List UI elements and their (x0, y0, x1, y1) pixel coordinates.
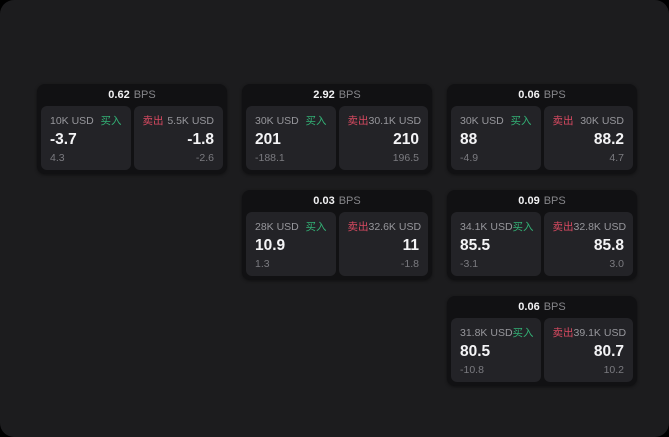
sell-pane[interactable]: 卖出 39.1K USD 80.7 10.2 (543, 318, 633, 382)
buy-amount: 30K USD (255, 115, 299, 127)
buy-value: 80.5 (460, 343, 491, 360)
buy-value: 10.9 (255, 237, 286, 254)
sell-value: 210 (393, 131, 419, 148)
sell-side-label: 卖出 (552, 327, 574, 339)
buy-side-label: 买入 (512, 221, 534, 233)
sell-amount: 39.1K USD (573, 327, 627, 339)
bps-unit: BPS (133, 89, 156, 101)
buy-sell-panes: 10K USD 买入 -3.7 4.3 卖出 5.5K USD -1.8 -2.… (41, 106, 223, 170)
buy-pane[interactable]: 30K USD 买入 201 -188.1 (246, 106, 336, 170)
bps-value: 2.92 (313, 89, 335, 101)
sell-pane[interactable]: 卖出 32.6K USD 11 -1.8 (338, 212, 428, 276)
bps-value: 0.06 (518, 89, 540, 101)
buy-value: -3.7 (50, 131, 77, 148)
buy-amount: 10K USD (50, 115, 94, 127)
sell-delta: 10.2 (603, 364, 624, 376)
buy-amount: 34.1K USD (460, 221, 513, 233)
buy-side-label: 买入 (512, 327, 534, 339)
card-header: 0.03 BPS (246, 190, 428, 212)
buy-delta: 4.3 (50, 152, 65, 164)
buy-amount: 28K USD (255, 221, 299, 233)
sell-value: 88.2 (593, 131, 624, 148)
card-header: 0.09 BPS (451, 190, 633, 212)
buy-delta: -10.8 (460, 364, 484, 376)
buy-value: 201 (255, 131, 281, 148)
buy-pane[interactable]: 10K USD 买入 -3.7 4.3 (41, 106, 131, 170)
sell-delta: -2.6 (195, 152, 214, 164)
card-header: 0.62 BPS (41, 84, 223, 106)
sell-amount: 5.5K USD (167, 115, 214, 127)
spread-card-4[interactable]: 0.03 BPS 28K USD 买入 10.9 1.3 卖出 (242, 190, 432, 280)
sell-value: -1.8 (187, 131, 214, 148)
buy-pane[interactable]: 34.1K USD 买入 85.5 -3.1 (451, 212, 541, 276)
spread-card-6[interactable]: 0.06 BPS 31.8K USD 买入 80.5 -10.8 卖 (447, 296, 637, 386)
spread-card-grid: 0.62 BPS 10K USD 买入 -3.7 4.3 卖出 (37, 84, 637, 386)
bps-value: 0.62 (108, 89, 130, 101)
bps-value: 0.06 (518, 301, 540, 313)
buy-delta: -3.1 (460, 258, 479, 270)
sell-amount: 30K USD (580, 115, 624, 127)
buy-delta: 1.3 (255, 258, 270, 270)
buy-side-label: 买入 (305, 221, 327, 233)
buy-pane[interactable]: 28K USD 买入 10.9 1.3 (246, 212, 336, 276)
sell-pane[interactable]: 卖出 30K USD 88.2 4.7 (543, 106, 633, 170)
sell-pane[interactable]: 卖出 30.1K USD 210 196.5 (338, 106, 428, 170)
buy-sell-panes: 30K USD 买入 201 -188.1 卖出 30.1K USD 210 1… (246, 106, 428, 170)
spread-card-1[interactable]: 0.62 BPS 10K USD 买入 -3.7 4.3 卖出 (37, 84, 227, 174)
buy-value: 85.5 (460, 237, 491, 254)
sell-delta: -1.8 (400, 258, 419, 270)
bps-unit: BPS (543, 301, 566, 313)
sell-delta: 3.0 (609, 258, 624, 270)
buy-sell-panes: 34.1K USD 买入 85.5 -3.1 卖出 32.8K USD 85.8… (451, 212, 633, 276)
sell-amount: 32.8K USD (573, 221, 627, 233)
buy-pane[interactable]: 30K USD 买入 88 -4.9 (451, 106, 541, 170)
buy-value: 88 (460, 131, 478, 148)
buy-pane[interactable]: 31.8K USD 买入 80.5 -10.8 (451, 318, 541, 382)
buy-sell-panes: 30K USD 买入 88 -4.9 卖出 30K USD 88.2 4.7 (451, 106, 633, 170)
buy-delta: -4.9 (460, 152, 479, 164)
sell-side-label: 卖出 (142, 115, 164, 127)
sell-pane[interactable]: 卖出 5.5K USD -1.8 -2.6 (133, 106, 223, 170)
bps-value: 0.03 (313, 195, 335, 207)
buy-sell-panes: 31.8K USD 买入 80.5 -10.8 卖出 39.1K USD 80.… (451, 318, 633, 382)
bps-unit: BPS (543, 195, 566, 207)
spread-card-3[interactable]: 0.06 BPS 30K USD 买入 88 -4.9 卖出 (447, 84, 637, 174)
spread-card-2[interactable]: 2.92 BPS 30K USD 买入 201 -188.1 卖出 (242, 84, 432, 174)
card-header: 0.06 BPS (451, 296, 633, 318)
sell-value: 11 (402, 237, 419, 254)
buy-sell-panes: 28K USD 买入 10.9 1.3 卖出 32.6K USD 11 -1.8 (246, 212, 428, 276)
card-header: 0.06 BPS (451, 84, 633, 106)
sell-delta: 4.7 (609, 152, 624, 164)
sell-amount: 32.6K USD (368, 221, 422, 233)
buy-side-label: 买入 (510, 115, 532, 127)
bps-unit: BPS (338, 195, 361, 207)
sell-value: 85.8 (593, 237, 624, 254)
buy-delta: -188.1 (255, 152, 285, 164)
bps-unit: BPS (338, 89, 361, 101)
buy-side-label: 买入 (305, 115, 327, 127)
buy-amount: 30K USD (460, 115, 504, 127)
sell-amount: 30.1K USD (368, 115, 422, 127)
card-header: 2.92 BPS (246, 84, 428, 106)
sell-pane[interactable]: 卖出 32.8K USD 85.8 3.0 (543, 212, 633, 276)
sell-side-label: 卖出 (552, 221, 574, 233)
buy-side-label: 买入 (100, 115, 122, 127)
bps-unit: BPS (543, 89, 566, 101)
buy-amount: 31.8K USD (460, 327, 513, 339)
sell-side-label: 卖出 (552, 115, 574, 127)
sell-side-label: 卖出 (347, 115, 369, 127)
sell-value: 80.7 (593, 343, 624, 360)
sell-side-label: 卖出 (347, 221, 369, 233)
spread-card-5[interactable]: 0.09 BPS 34.1K USD 买入 85.5 -3.1 卖出 (447, 190, 637, 280)
sell-delta: 196.5 (392, 152, 419, 164)
bps-value: 0.09 (518, 195, 540, 207)
